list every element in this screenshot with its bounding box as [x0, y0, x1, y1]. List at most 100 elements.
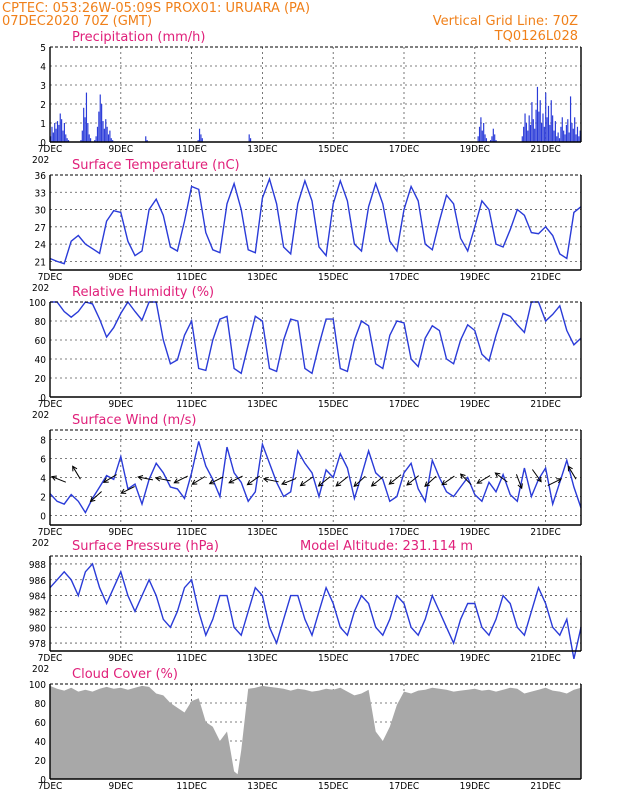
x-tick-label: 11DEC — [176, 399, 206, 410]
x-tick-label: 15DEC — [318, 653, 348, 664]
wind-arrow — [246, 475, 260, 486]
pres-series-line — [49, 562, 582, 660]
y-tick-label: 978 — [29, 639, 46, 650]
wind-arrow — [120, 486, 135, 494]
precip-bar — [54, 123, 56, 142]
precip-bar — [547, 105, 550, 142]
wind-arrow — [370, 476, 384, 487]
rh-series-line — [50, 300, 582, 375]
wind-arrow-shaft — [120, 486, 135, 494]
y-tick-label: 988 — [29, 560, 46, 571]
x-tick-label: 15DEC — [318, 399, 348, 410]
pressure-panel: 978 980 982 984 986 988 7DEC 9DEC 11DEC 13DEC 15DE… — [29, 539, 582, 675]
x-tick-label: 7DEC — [38, 781, 63, 792]
y-tick-label: 2 — [40, 493, 46, 504]
wind-arrow-head — [50, 475, 57, 481]
precip-bar — [58, 124, 60, 142]
wind-arrow-head — [476, 478, 483, 484]
wind-arrow-shaft — [138, 476, 154, 481]
truncated-year-label: 202 — [32, 283, 49, 294]
x-tick-label: 19DEC — [460, 653, 490, 664]
wind-arrow-shaft — [51, 476, 66, 483]
wind-arrow-head — [388, 479, 395, 485]
x-tick-label: 21DEC — [530, 144, 560, 155]
wind-arrow-head — [317, 481, 324, 487]
x-tick-label: 11DEC — [176, 527, 206, 538]
cloud-cover-area — [50, 685, 581, 779]
precip-bar — [539, 100, 541, 142]
precip-bar — [521, 136, 523, 142]
x-tick-label: 9DEC — [108, 653, 133, 664]
y-tick-label: 80 — [35, 317, 47, 328]
wind-arrow — [459, 473, 472, 486]
truncated-year-label: 202 — [32, 410, 49, 421]
temperature-panel: 21 24 27 30 33 36 7DEC 9DEC 11DEC 13DEC 15DEC 17DEC… — [32, 158, 582, 294]
wind-arrow-head — [173, 478, 180, 484]
wind-arrow-head — [424, 481, 430, 488]
precip-bar — [560, 126, 562, 142]
precip-bar — [480, 117, 482, 142]
precip-bar — [484, 134, 486, 142]
precip-bar — [66, 138, 68, 142]
x-tick-label: 19DEC — [460, 399, 490, 410]
panel-title: Surface Pressure (hPa) — [72, 539, 219, 554]
wind-arrow — [531, 469, 542, 483]
wind-arrow-shaft — [103, 474, 117, 483]
wind-arrow-shaft — [476, 475, 491, 484]
wind-arrow — [335, 476, 349, 487]
precip-bar — [481, 130, 483, 142]
x-tick-label: 15DEC — [318, 527, 348, 538]
wind-arrow — [406, 475, 420, 486]
wind-arrow-shaft — [371, 476, 384, 487]
wind-arrow-head — [353, 481, 360, 488]
x-tick-label: 17DEC — [389, 653, 419, 664]
temp-series-line — [49, 176, 582, 265]
precip-bar — [201, 138, 203, 142]
precip-bar — [81, 130, 83, 142]
y-tick-label: 0 — [40, 138, 46, 149]
precip-bar — [200, 134, 202, 142]
y-tick-label: 5 — [40, 43, 46, 54]
x-tick-label: 11DEC — [176, 653, 206, 664]
precip-bar — [524, 113, 526, 142]
x-tick-label: 17DEC — [389, 527, 419, 538]
precip-bar — [103, 128, 105, 142]
precip-bar — [52, 132, 54, 142]
precip-bar — [80, 140, 82, 142]
y-tick-label: 6 — [40, 455, 46, 466]
x-tick-label: 21DEC — [530, 527, 560, 538]
precip-bar — [88, 134, 90, 142]
x-tick-label: 9DEC — [108, 781, 133, 792]
x-tick-label: 13DEC — [247, 144, 277, 155]
wind-arrow-shaft — [209, 476, 224, 485]
precip-bar — [546, 117, 548, 142]
x-tick-label: 19DEC — [460, 144, 490, 155]
wind-arrow-shaft — [495, 472, 508, 483]
precip-bar — [571, 123, 573, 142]
panel-title: Surface Temperature (nC) — [72, 158, 240, 173]
y-tick-label: 0 — [40, 512, 46, 523]
wind-arrow-shaft — [300, 476, 314, 487]
precip-bar — [495, 140, 497, 142]
wind-arrow-shaft — [263, 478, 279, 483]
panel-title: Precipitation (mm/h) — [72, 30, 205, 45]
wind-arrow — [317, 476, 331, 487]
wind-arrow-shaft — [191, 476, 206, 485]
y-tick-label: 984 — [29, 592, 46, 603]
y-tick-label: 4 — [40, 62, 46, 73]
wind-arrow-shaft — [72, 466, 81, 480]
precip-bar — [532, 119, 534, 142]
wind-arrow-shaft — [228, 475, 243, 484]
precip-bar — [67, 140, 70, 142]
x-tick-label: 11DEC — [176, 781, 206, 792]
precip-bar — [248, 134, 250, 142]
model-altitude-label: Model Altitude: 231.114 m — [300, 539, 473, 554]
precip-bar — [558, 138, 561, 142]
wind-arrow-head — [567, 465, 573, 472]
precip-bar — [63, 123, 65, 142]
y-tick-label: 60 — [35, 336, 47, 347]
wind-arrow — [424, 475, 437, 488]
precip-bar — [98, 111, 100, 142]
precip-bar — [84, 117, 86, 142]
